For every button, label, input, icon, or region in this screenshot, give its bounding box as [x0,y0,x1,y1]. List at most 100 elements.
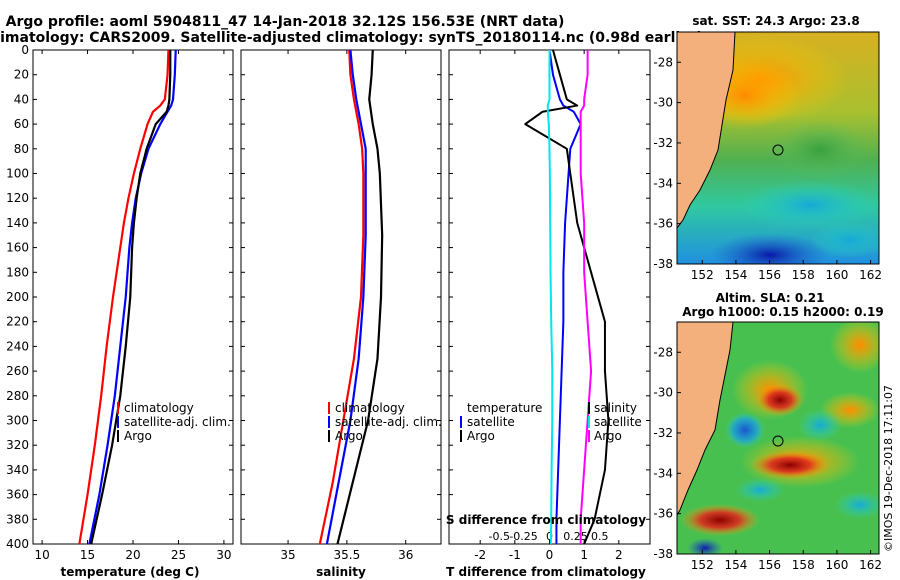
map-x-tick-label: 152 [691,558,714,572]
legend-label-s-argo: Argo [594,429,622,443]
temperature-axes-frame [32,49,234,545]
legend-label-climatology: climatology [335,401,405,415]
temperature-line-climatology [78,49,170,545]
sst-float-marker [772,144,784,156]
sla-map-field [677,322,879,554]
y-tick-label: 380 [6,512,29,526]
sla-map-title-line1: Altim. SLA: 0.21 [716,291,825,305]
map-x-tick-label: 162 [859,268,882,282]
legend-label-satellite: satellite-adj. clim. [335,415,442,429]
legend-label-t-satellite: satellite [467,415,515,429]
x2-tick-label: 0 [546,530,553,543]
map-y-tick-label: -38 [653,547,673,561]
x-tick-label: 25 [171,548,186,562]
legend-label-t-argo: Argo [467,429,495,443]
map-y-tick-label: -36 [653,217,673,231]
difference-line-t-argo [524,49,610,545]
sst-map-frame [676,31,880,265]
legend-title-temperature: temperature [467,401,542,415]
y-tick-label: 320 [6,438,29,452]
y-tick-label: 300 [6,414,29,428]
legend-title-salinity: salinity [594,401,637,415]
map-y-tick-label: -38 [653,257,673,271]
legend-label-satellite: satellite-adj. clim. [124,415,231,429]
figure-title-line2: Climatology: CARS2009. Satellite-adjuste… [0,30,703,46]
map-x-tick-label: 162 [859,558,882,572]
y-tick-label: 140 [6,216,29,230]
salinity-line-argo [336,49,384,545]
x-tick-label: 1 [580,548,588,562]
x-tick-label: 15 [80,548,95,562]
sst-land [677,32,736,229]
difference-line-t-satellite [548,49,582,544]
map-y-tick-label: -30 [653,96,673,110]
temperature-line-satellite-adj-clim- [88,49,177,545]
y-tick-label: 0 [21,43,29,57]
map-x-tick-label: 156 [758,558,781,572]
map-x-tick-label: 160 [825,268,848,282]
difference-legend: temperature satellite Argo salinity sate… [460,401,642,443]
map-x-tick-label: 158 [792,558,815,572]
map-y-tick-label: -32 [653,136,673,150]
temperature-xlabel: temperature (deg C) [61,565,200,579]
x-tick-label: 20 [125,548,140,562]
legend-label-s-satellite: satellite [594,415,642,429]
salinity-legend: climatology satellite-adj. clim. Argo [328,401,442,443]
difference-x2label: S difference from climatology [446,513,646,527]
sla-map-title-line2: Argo h1000: 0.15 h2000: 0.19 [682,305,883,319]
x-tick-label: 35 [280,548,295,562]
y-tick-label: 60 [14,117,29,131]
legend-label-climatology: climatology [124,401,194,415]
difference-line-s-satellite [546,50,554,545]
y-tick-label: 360 [6,488,29,502]
x-tick-label: -1 [509,548,521,562]
difference-xlabel: T difference from climatology [446,565,646,579]
x-tick-label: 30 [216,548,231,562]
salinity-line-satellite-adj-clim- [325,49,367,545]
map-x-tick-label: 160 [825,558,848,572]
map-y-tick-label: -34 [653,176,673,190]
figure-title-line1: Argo profile: aoml 5904811_47 14-Jan-201… [6,14,565,30]
y-tick-label: 340 [6,463,29,477]
difference-line-s-argo [579,50,593,544]
y-tick-label: 40 [14,92,29,106]
salinity-xlabel: salinity [316,565,366,579]
y-tick-label: 280 [6,389,29,403]
y-tick-label: 120 [6,191,29,205]
x-tick-label: 35.5 [334,548,361,562]
salinity-panel: 35 35.5 36 salinity climatology satellite-… [240,49,442,579]
sla-float-marker [772,435,784,447]
legend-label-argo: Argo [124,429,152,443]
map-y-tick-label: -32 [653,426,673,440]
x2-tick-label: 0.25 [563,530,588,543]
y-tick-label: 260 [6,364,29,378]
y-tick-label: 160 [6,241,29,255]
map-y-tick-label: -30 [653,386,673,400]
x-tick-label: 36 [398,548,413,562]
map-x-tick-label: 158 [792,268,815,282]
map-y-tick-label: -28 [653,345,673,359]
x-tick-label: 0 [546,548,554,562]
y-tick-label: 240 [6,339,29,353]
y-tick-label: 200 [6,290,29,304]
x-tick-label: 2 [615,548,623,562]
map-y-tick-label: -36 [653,507,673,521]
difference-panel: -2 -1 0 1 2 -0.5 -0.25 0 0.25 0.5 T difference fr… [446,49,651,579]
x2-tick-label: -0.5 [489,530,510,543]
map-y-tick-label: -34 [653,466,673,480]
y-tick-label: 180 [6,265,29,279]
x2-tick-label: 0.5 [591,530,609,543]
sla-map-panel: Altim. SLA: 0.21 Argo h1000: 0.15 h2000:… [653,291,883,572]
y-tick-label: 20 [14,68,29,82]
legend-label-argo: Argo [335,429,363,443]
x-tick-label: 10 [34,548,49,562]
sst-map-title: sat. SST: 24.3 Argo: 23.8 [692,14,859,28]
sst-map-field [677,32,879,264]
map-x-tick-label: 152 [691,268,714,282]
y-tick-label: 220 [6,315,29,329]
y-tick-label: 100 [6,167,29,181]
sla-map-frame [676,321,880,555]
map-y-tick-label: -28 [653,55,673,69]
y-tick-label: 400 [6,537,29,551]
